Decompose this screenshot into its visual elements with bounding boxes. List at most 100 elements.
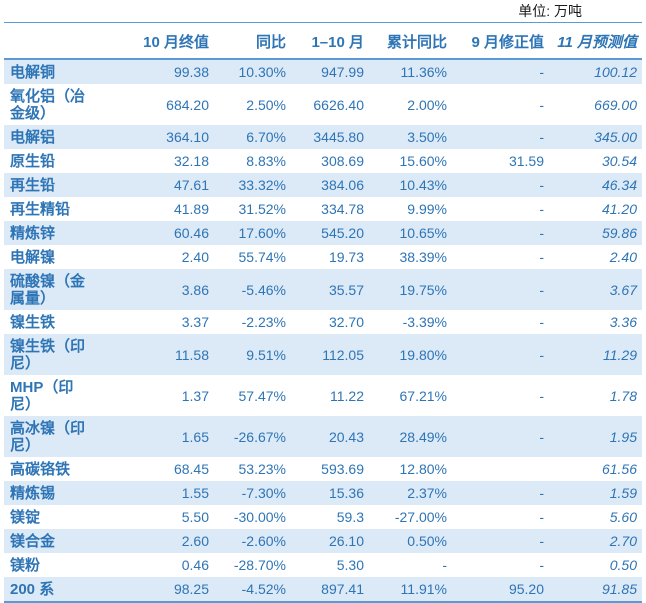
table-row: 镁粉 0.46 -28.70% 5.30 - - 0.50 xyxy=(4,553,642,577)
cell-sep_revised: 31.59 xyxy=(508,153,544,169)
cell-nov_forecast: 1.59 xyxy=(609,485,637,501)
row-label: 电解铜 xyxy=(10,63,56,81)
row-label: 镁锭 xyxy=(10,508,41,526)
cell-nov_forecast: 1.95 xyxy=(609,428,637,445)
cell-yoy: 10.30% xyxy=(238,64,286,80)
column-header-oct_final: 10 月终值 xyxy=(143,34,209,51)
cell-sep_revised: - xyxy=(539,177,544,193)
cell-jan_oct: 32.70 xyxy=(328,314,364,330)
cell-sep_revised: 95.20 xyxy=(508,581,544,597)
cell-jan_oct: 59.3 xyxy=(336,509,364,525)
column-header-yoy: 同比 xyxy=(255,34,286,51)
cell-sep_revised: - xyxy=(539,96,544,113)
cell-yoy: 57.47% xyxy=(238,387,286,404)
cell-nov_forecast: 91.85 xyxy=(601,581,637,597)
cell-nov_forecast: 0.50 xyxy=(609,557,637,573)
cell-nov_forecast: 59.86 xyxy=(601,225,637,241)
cell-yoy: 8.83% xyxy=(246,153,286,169)
table-row: 镍生铁 3.37 -2.23% 32.70 -3.39% - 3.36 xyxy=(4,310,642,334)
table-row: 镍生铁（印尼） 11.58 9.51% 112.05 19.80% - 11.29 xyxy=(4,334,642,375)
table-row: 硫酸镍（金属量） 3.86 -5.46% 35.57 19.75% - 3.67 xyxy=(4,269,642,310)
column-header-nov_forecast: 11 月预测值 xyxy=(557,34,637,51)
cell-jan_oct: 20.43 xyxy=(328,428,364,445)
cell-oct_final: 5.50 xyxy=(181,509,209,525)
cell-jan_oct: 112.05 xyxy=(322,346,364,363)
cell-oct_final: 32.18 xyxy=(173,153,209,169)
table-body: 电解铜 99.38 10.30% 947.99 11.36% - 100.12 氧化铝（冶金级… xyxy=(4,59,642,602)
cell-oct_final: 47.61 xyxy=(173,177,209,193)
cell-jan_oct: 26.10 xyxy=(328,533,364,549)
table-row: 高冰镍（印尼） 1.65 -26.67% 20.43 28.49% - 1.95 xyxy=(4,416,642,457)
row-label: 硫酸镍（金属量） xyxy=(10,272,86,307)
cell-sep_revised: - xyxy=(539,64,544,80)
cell-cum_yoy: 12.80% xyxy=(399,461,447,477)
cell-jan_oct: 19.73 xyxy=(328,249,364,265)
cell-yoy: -4.52% xyxy=(241,581,286,597)
row-label: 镁合金 xyxy=(10,532,56,550)
row-label: 高碳铬铁 xyxy=(10,460,71,478)
cell-jan_oct: 545.20 xyxy=(321,225,364,241)
row-label: 再生精铅 xyxy=(10,200,71,218)
cell-nov_forecast: 41.20 xyxy=(601,201,637,217)
cell-yoy: -26.67% xyxy=(233,428,286,445)
cell-nov_forecast: 100.12 xyxy=(594,64,637,80)
cell-oct_final: 1.55 xyxy=(181,485,209,501)
cell-oct_final: 2.40 xyxy=(181,249,209,265)
row-label: 镁粉 xyxy=(10,556,41,574)
cell-cum_yoy: 19.80% xyxy=(399,346,447,363)
cell-jan_oct: 15.36 xyxy=(328,485,364,501)
cell-yoy: 9.51% xyxy=(246,346,286,363)
cell-cum_yoy: 3.50% xyxy=(407,129,447,145)
cell-oct_final: 1.37 xyxy=(181,387,209,404)
unit-label: 单位: 万吨 xyxy=(518,3,582,19)
cell-jan_oct: 897.41 xyxy=(321,581,364,597)
cell-sep_revised: - xyxy=(539,428,544,445)
cell-cum_yoy: 11.36% xyxy=(400,64,447,80)
cell-cum_yoy: 38.39% xyxy=(399,249,447,265)
cell-yoy: 31.52% xyxy=(238,201,286,217)
cell-jan_oct: 947.99 xyxy=(321,64,364,80)
cell-yoy: 17.60% xyxy=(238,225,286,241)
cell-yoy: -5.46% xyxy=(241,281,286,298)
cell-sep_revised: - xyxy=(539,281,544,298)
column-header-cum_yoy: 累计同比 xyxy=(386,34,447,51)
cell-yoy: -2.23% xyxy=(241,314,286,330)
cell-oct_final: 0.46 xyxy=(181,557,209,573)
cell-cum_yoy: -3.39% xyxy=(402,314,447,330)
row-label: 氧化铝（冶金级） xyxy=(10,87,86,122)
cell-oct_final: 3.37 xyxy=(181,314,209,330)
row-label: 再生铅 xyxy=(10,176,56,194)
cell-cum_yoy: 67.21% xyxy=(399,387,447,404)
row-label: 电解镍 xyxy=(10,248,56,266)
row-label: 镍生铁（印尼） xyxy=(10,337,86,372)
cell-oct_final: 2.60 xyxy=(181,533,209,549)
cell-sep_revised: - xyxy=(539,201,544,217)
cell-oct_final: 99.38 xyxy=(173,64,209,80)
cell-jan_oct: 334.78 xyxy=(321,201,364,217)
cell-oct_final: 364.10 xyxy=(166,129,209,145)
cell-yoy: -28.70% xyxy=(233,557,286,573)
cell-nov_forecast: 345.00 xyxy=(594,129,637,145)
row-label: 200 系 xyxy=(10,580,55,598)
row-label: 原生铅 xyxy=(10,152,56,170)
row-label: MHP（印尼） xyxy=(10,378,74,413)
cell-sep_revised xyxy=(452,457,549,481)
column-header-sep_revised: 9 月修正值 xyxy=(471,34,544,51)
cell-sep_revised: - xyxy=(539,129,544,145)
cell-yoy: 53.23% xyxy=(238,461,286,477)
cell-nov_forecast: 3.36 xyxy=(609,314,637,330)
cell-nov_forecast: 11.29 xyxy=(603,346,637,363)
cell-nov_forecast: 46.34 xyxy=(601,177,637,193)
table-header-row: 10 月终值 同比 1–10 月 累计同比 9 月修正值 11 月预测值 xyxy=(4,23,642,59)
table-row: 镁锭 5.50 -30.00% 59.3 -27.00% - 5.60 xyxy=(4,505,642,529)
column-header-jan_oct: 1–10 月 xyxy=(311,34,364,51)
row-label: 镍生铁 xyxy=(10,313,56,331)
cell-oct_final: 1.65 xyxy=(181,428,209,445)
cell-cum_yoy: 28.49% xyxy=(399,428,447,445)
cell-yoy: 33.32% xyxy=(238,177,286,193)
row-label: 精炼锡 xyxy=(10,484,56,502)
cell-nov_forecast: 61.56 xyxy=(601,461,637,477)
cell-sep_revised: - xyxy=(539,314,544,330)
table-row: 高碳铬铁 68.45 53.23% 593.69 12.80% 61.56 xyxy=(4,457,642,481)
